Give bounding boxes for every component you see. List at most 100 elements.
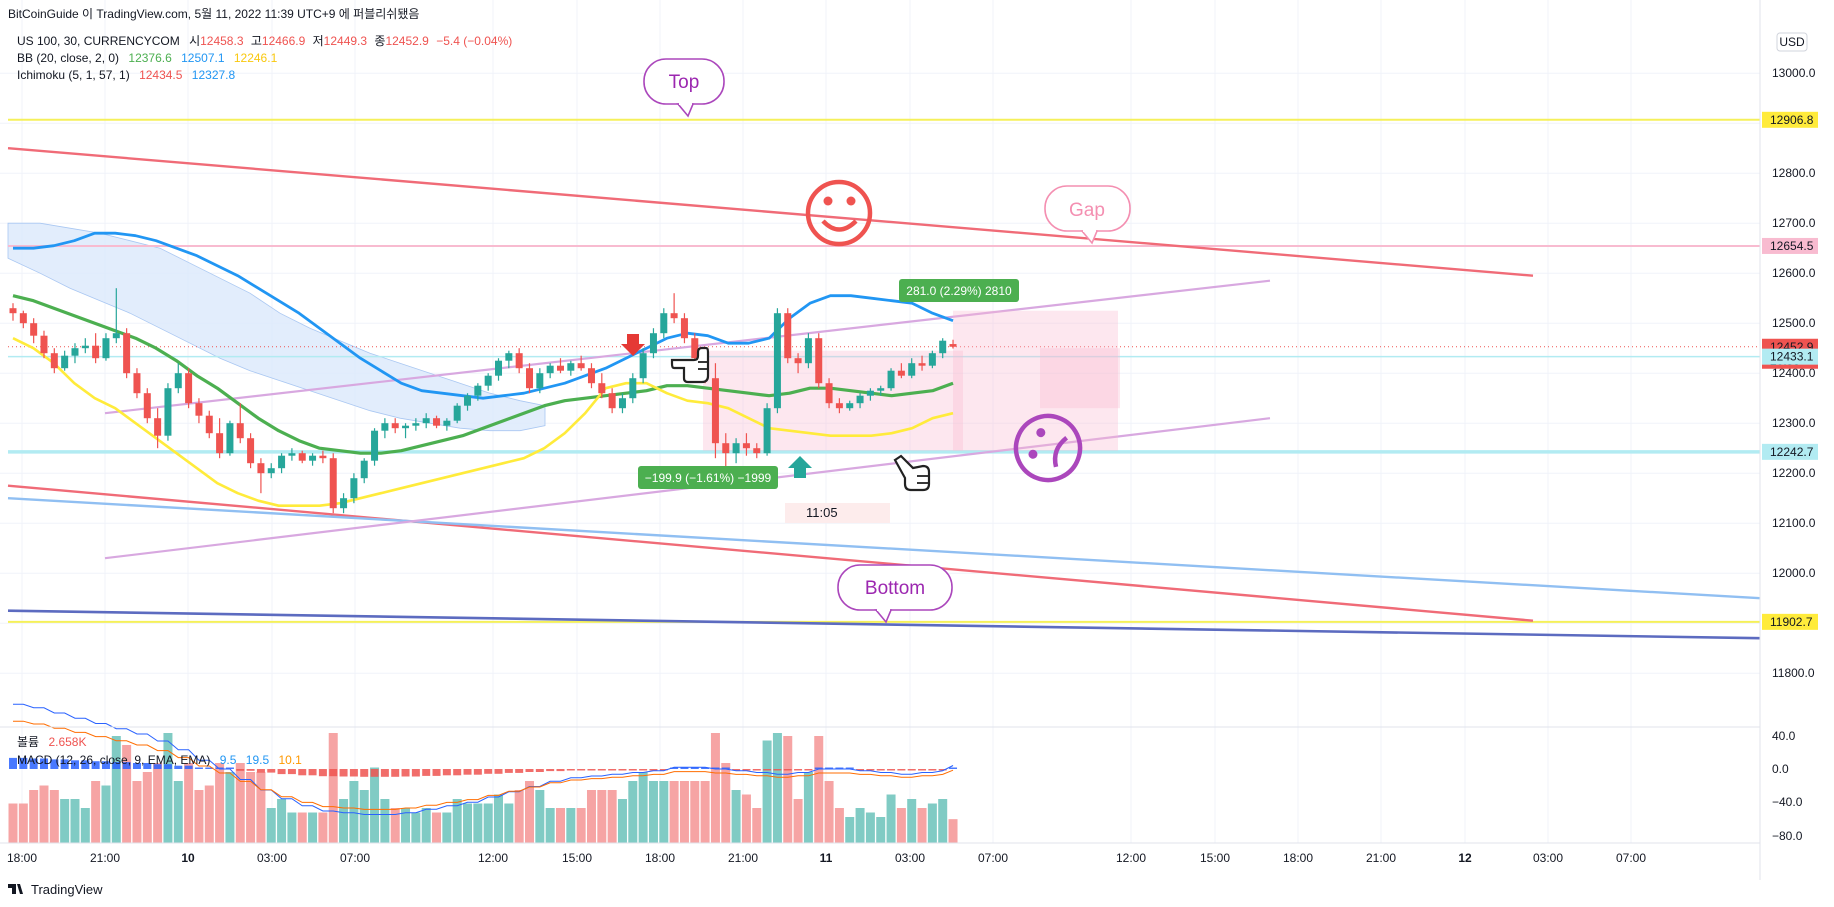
- volume-bar: [824, 781, 834, 843]
- price-tick-label: 12200.0: [1772, 466, 1816, 480]
- signal-line: [13, 720, 954, 810]
- candle-body: [877, 388, 885, 391]
- candle-body: [660, 313, 668, 334]
- macd-tick-label: 40.0: [1772, 729, 1796, 743]
- macd-bar: [680, 767, 689, 769]
- currency-text: USD: [1779, 35, 1805, 49]
- time-tick-label: 03:00: [895, 851, 925, 865]
- candle-body: [680, 318, 688, 339]
- macd-tick-label: −80.0: [1772, 829, 1803, 843]
- macd-bar: [494, 769, 503, 774]
- time-axis[interactable]: 18:00 21:00 10 03:00 07:00 12:00 15:00 18:00 21:…: [7, 851, 1646, 865]
- macd-legend[interactable]: MACD (12, 26, close, 9, EMA, EMA) 9.5 19…: [17, 753, 302, 767]
- bollinger-bands: [12, 231, 954, 508]
- macd-bar: [659, 769, 668, 771]
- volume-bar: [648, 781, 658, 843]
- tradingview-logo[interactable]: TradingView: [8, 882, 103, 897]
- callout-bottom[interactable]: Bottom: [837, 564, 953, 624]
- low-label: 저: [313, 34, 324, 48]
- macd-bar: [938, 769, 947, 771]
- candle-body: [691, 338, 699, 359]
- candle-body: [536, 373, 544, 389]
- volume-bar: [617, 799, 627, 843]
- candle-body: [908, 363, 916, 376]
- currency-button[interactable]: USD: [1776, 32, 1808, 52]
- macd-bar: [132, 763, 141, 769]
- macd-lines: [13, 703, 954, 815]
- macd-bar: [205, 767, 214, 769]
- price-label-value: 12906.8: [1770, 113, 1814, 127]
- volume-bar: [442, 812, 452, 843]
- candle-body: [722, 443, 730, 454]
- time-marker-text: 11:05: [806, 505, 838, 520]
- callout-gap[interactable]: Gap: [1044, 185, 1131, 245]
- macd-v2: 19.5: [246, 753, 270, 767]
- callout-bottom-text: Bottom: [865, 578, 925, 599]
- ichimoku-v1: 12434.5: [139, 68, 183, 82]
- volume-bar: [566, 808, 576, 843]
- volume-bar: [29, 790, 39, 843]
- ichimoku-legend[interactable]: Ichimoku (5, 1, 57, 1) 12434.5 12327.8: [17, 68, 236, 82]
- candle-body: [618, 398, 626, 409]
- price-label-box: [1762, 613, 1818, 630]
- measure-down-label[interactable]: −199.9 (−1.61%) −1999: [638, 466, 778, 489]
- change-value: −5.4 (−0.04%): [436, 34, 512, 48]
- macd-bar: [349, 769, 358, 777]
- time-tick-label: 18:00: [1283, 851, 1313, 865]
- candle-body: [350, 478, 358, 499]
- close-value: 12452.9: [385, 34, 429, 48]
- time-tick-label: 03:00: [1533, 851, 1563, 865]
- ichimoku-v2: 12327.8: [192, 68, 236, 82]
- measure-up-label[interactable]: 281.0 (2.29%) 2810: [899, 279, 1019, 302]
- macd-bar: [597, 769, 606, 771]
- macd-bar: [721, 767, 730, 769]
- confused-face-icon: [1013, 413, 1083, 483]
- macd-bar: [773, 769, 782, 771]
- smile-face-icon: [805, 179, 873, 247]
- candle-body: [133, 373, 141, 394]
- volume-bar: [638, 772, 648, 843]
- candle-body: [443, 420, 451, 426]
- macd-bar: [277, 769, 286, 775]
- volume-bar: [235, 763, 245, 843]
- candle-body: [505, 353, 513, 361]
- candle-body: [918, 363, 926, 366]
- macd-bar: [453, 769, 462, 776]
- candle-body: [329, 458, 337, 509]
- macd-bar: [484, 769, 493, 774]
- candle-body: [288, 453, 296, 456]
- symbol-legend[interactable]: US 100, 30, CURRENCYCOM 시12458.3 고12466.…: [17, 34, 512, 48]
- volume-bar: [483, 803, 493, 843]
- volume-bar: [308, 812, 318, 843]
- bb-legend[interactable]: BB (20, close, 2, 0) 12376.6 12507.1 122…: [17, 51, 278, 65]
- volume-legend[interactable]: 볼륨 2.658K: [17, 735, 86, 749]
- macd-bar: [866, 769, 875, 771]
- price-tick-label: 12500.0: [1772, 316, 1816, 330]
- macd-bar: [256, 769, 265, 773]
- volume-bar: [339, 799, 349, 843]
- volume-bar: [463, 803, 473, 843]
- macd-bar: [711, 767, 720, 769]
- volume-bar: [938, 799, 948, 843]
- trend-line: [7, 497, 1761, 600]
- macd-histogram: [9, 757, 958, 777]
- candle-body: [598, 383, 606, 394]
- volume-bar: [731, 790, 741, 843]
- macd-bar: [225, 767, 234, 769]
- candle-body: [391, 423, 399, 429]
- macd-bar: [29, 758, 38, 769]
- time-tick-label: 15:00: [562, 851, 592, 865]
- macd-bar: [267, 769, 276, 773]
- candle-body: [887, 370, 895, 389]
- volume-bar: [421, 808, 431, 843]
- volume-bar: [173, 781, 183, 843]
- macd-bar: [91, 761, 100, 769]
- pointing-hand-icon: [670, 346, 710, 384]
- time-tick-label: 10: [181, 851, 195, 865]
- candle-body: [154, 418, 162, 436]
- volume-bar: [907, 799, 917, 843]
- volume-bar: [401, 808, 411, 843]
- candle-body: [556, 365, 564, 371]
- callout-top[interactable]: Top: [643, 58, 725, 118]
- candle-body: [433, 418, 441, 426]
